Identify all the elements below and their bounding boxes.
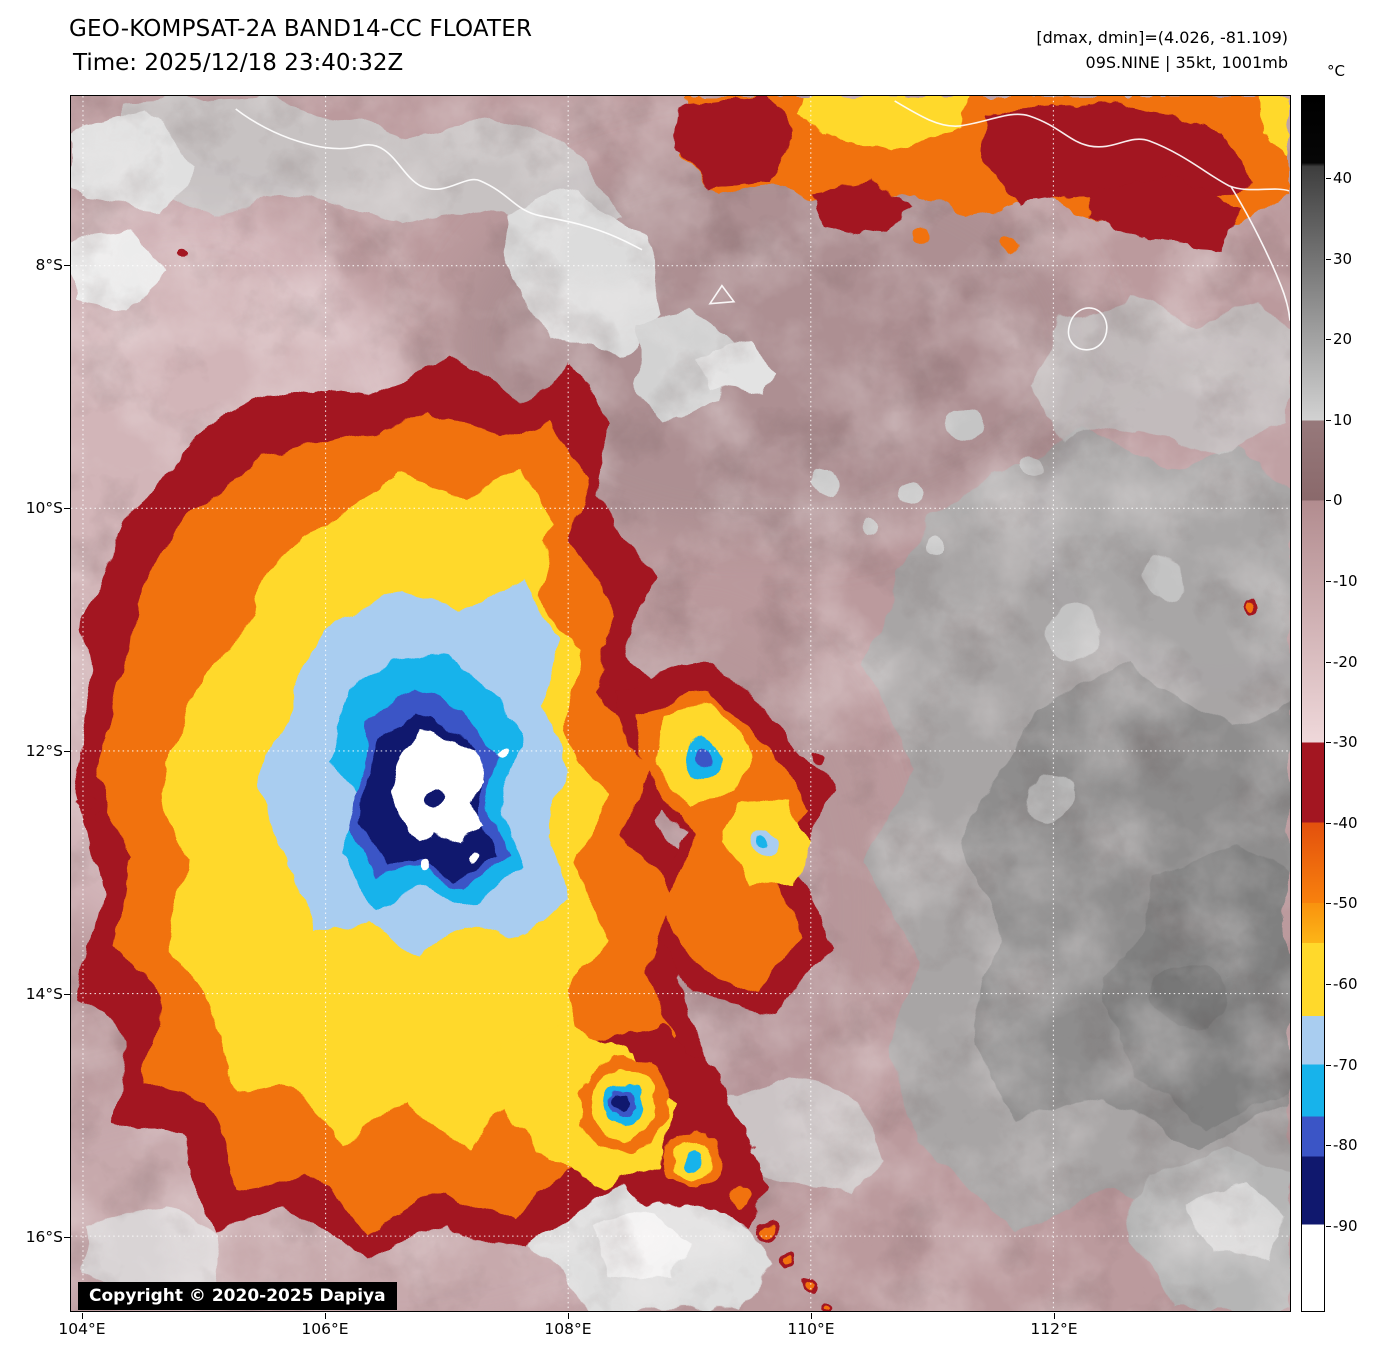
cb-tick-m90: -90 xyxy=(1326,1217,1358,1235)
colorbar-unit-label: °C xyxy=(1327,62,1345,80)
cb-tick-m30: -30 xyxy=(1326,733,1358,751)
lon-label-112e: 112°E xyxy=(1019,1313,1089,1338)
lat-label-10s: 10°S xyxy=(0,499,70,517)
copyright-badge: Copyright © 2020-2025 Dapiya xyxy=(78,1282,397,1310)
satellite-imagery xyxy=(71,96,1290,1311)
graticule xyxy=(71,96,1290,1311)
coastlines xyxy=(235,100,1290,351)
cb-tick-m60: -60 xyxy=(1326,975,1358,993)
satellite-map: Copyright © 2020-2025 Dapiya xyxy=(70,95,1291,1312)
lon-label-108e: 108°E xyxy=(533,1313,603,1338)
cb-tick-m40: -40 xyxy=(1326,814,1358,832)
cb-tick-0: 0 xyxy=(1326,491,1343,509)
lon-label-110e: 110°E xyxy=(776,1313,846,1338)
figure-title: GEO-KOMPSAT-2A BAND14-CC FLOATER xyxy=(69,16,533,42)
cb-tick-40: 40 xyxy=(1325,169,1353,187)
cb-tick-m50: -50 xyxy=(1326,894,1358,912)
temperature-colorbar xyxy=(1301,95,1325,1312)
lat-label-12s: 12°S xyxy=(0,742,70,760)
lat-label-16s: 16°S xyxy=(0,1228,70,1246)
figure-timestamp: Time: 2025/12/18 23:40:32Z xyxy=(73,50,404,76)
cb-tick-m70: -70 xyxy=(1326,1056,1358,1074)
cb-tick-m80: -80 xyxy=(1326,1136,1358,1154)
southeast-convection xyxy=(498,1024,835,1311)
north-cold-band xyxy=(674,96,1290,254)
dmax-dmin-readout: [dmax, dmin]=(4.026, -81.109) xyxy=(1036,28,1288,47)
cb-tick-20: 20 xyxy=(1325,330,1353,348)
lat-label-8s: 8°S xyxy=(0,256,70,274)
lat-label-14s: 14°S xyxy=(0,985,70,1003)
cb-tick-m10: -10 xyxy=(1326,572,1358,590)
cb-tick-30: 30 xyxy=(1325,250,1353,268)
storm-info-readout: 09S.NINE | 35kt, 1001mb xyxy=(1085,53,1288,72)
cb-tick-m20: -20 xyxy=(1326,653,1358,671)
core-white xyxy=(390,730,491,839)
cb-tick-10: 10 xyxy=(1325,411,1353,429)
cold-specks xyxy=(76,245,1262,823)
lon-label-106e: 106°E xyxy=(290,1313,360,1338)
lon-label-104e: 104°E xyxy=(47,1313,117,1338)
